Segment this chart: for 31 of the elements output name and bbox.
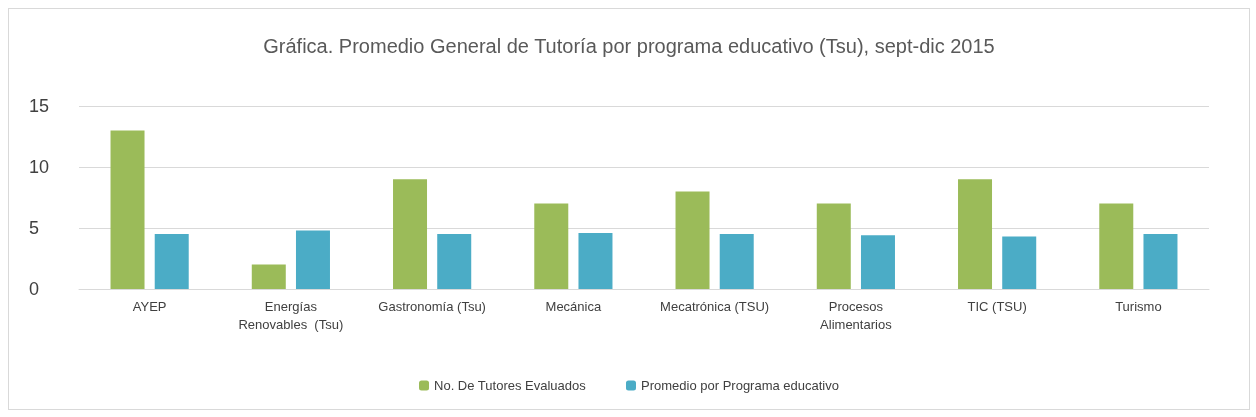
bar <box>295 230 330 289</box>
bar <box>534 203 569 289</box>
bar <box>110 130 145 289</box>
y-tick-label: 10 <box>29 157 50 177</box>
y-tick-label: 0 <box>29 279 40 299</box>
bar <box>816 203 851 289</box>
bar <box>154 234 189 289</box>
legend-label: Promedio por Programa educativo <box>641 378 839 393</box>
bar <box>578 232 613 289</box>
legend-label: No. De Tutores Evaluados <box>434 378 587 393</box>
x-tick-label: Mecánica <box>545 298 602 314</box>
x-tick-label: Gastronomía (Tsu) <box>378 298 486 314</box>
bar <box>393 179 428 289</box>
y-tick-label: 15 <box>29 96 50 116</box>
bar <box>437 234 472 289</box>
y-tick-label: 5 <box>29 218 40 238</box>
bar <box>675 191 710 289</box>
x-tick-label: Mecatrónica (TSU) <box>660 298 770 314</box>
x-tick-label: Turismo <box>1115 298 1162 314</box>
bar <box>1143 234 1178 289</box>
chart-title: Gráfica. Promedio General de Tutoría por programa educativo (Tsu), sept-dic 2015 <box>263 35 995 57</box>
bar <box>719 234 754 289</box>
bar <box>1099 203 1134 289</box>
x-tick-label: Procesos Alimentarios <box>820 298 893 332</box>
x-tick-label: AYEP <box>132 298 167 314</box>
bar <box>958 179 993 289</box>
bar <box>1002 236 1037 289</box>
x-tick-label: TIC (TSU) <box>967 298 1027 314</box>
bar <box>860 235 895 289</box>
x-tick-label: Energías Renovables (Tsu) <box>238 298 344 332</box>
bar <box>251 264 286 289</box>
